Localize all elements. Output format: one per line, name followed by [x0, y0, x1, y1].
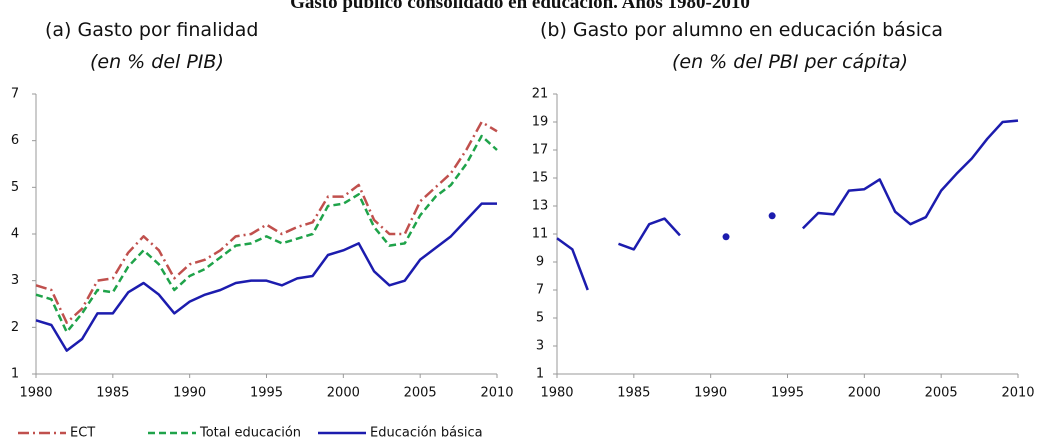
- series-line: [35, 134, 498, 334]
- x-tick-label: 1980: [540, 386, 573, 401]
- x-tick-label: 1980: [19, 386, 52, 401]
- y-tick-label: 3: [11, 273, 19, 288]
- page-title: Gasto público consolidado en educación. …: [290, 0, 750, 13]
- y-tick-label: 17: [532, 143, 549, 158]
- y-tick-label: 4: [11, 227, 19, 242]
- x-tick-label: 1990: [694, 386, 727, 401]
- chart-subtitle: (en % del PBI per cápita): [672, 51, 908, 73]
- chart-subtitle: (en % del PIB): [90, 51, 224, 73]
- y-tick-label: 21: [532, 87, 549, 102]
- y-tick-label: 13: [532, 199, 549, 214]
- legend-label: ECT: [70, 426, 95, 441]
- x-tick-label: 2000: [848, 386, 881, 401]
- x-tick-label: 1995: [771, 386, 804, 401]
- x-tick-label: 1990: [173, 386, 206, 401]
- point: [768, 212, 776, 220]
- y-tick-label: 11: [532, 227, 549, 242]
- legend-label: Educación básica: [370, 426, 483, 441]
- x-tick-label: 2005: [404, 386, 437, 401]
- x-tick-label: 1985: [96, 386, 129, 401]
- x-tick-label: 2000: [327, 386, 360, 401]
- y-tick-label: 1: [11, 367, 19, 382]
- y-tick-label: 5: [536, 311, 544, 326]
- y-tick-label: 2: [11, 320, 19, 335]
- series-line: [556, 119, 1019, 291]
- x-tick-label: 2010: [1001, 386, 1034, 401]
- y-tick-label: 6: [11, 133, 19, 148]
- y-tick-label: 7: [11, 87, 19, 102]
- y-tick-label: 19: [532, 115, 549, 130]
- x-tick-label: 2005: [925, 386, 958, 401]
- y-tick-label: 5: [11, 180, 19, 195]
- legend-label: Total educación: [199, 426, 301, 441]
- chart-title: (a) Gasto por finalidad: [45, 19, 258, 41]
- y-tick-label: 15: [532, 171, 549, 186]
- y-tick-label: 9: [536, 255, 544, 270]
- y-tick-label: 1: [536, 367, 544, 382]
- x-tick-label: 2010: [480, 386, 513, 401]
- chart-title: (b) Gasto por alumno en educación básica: [540, 19, 943, 41]
- x-tick-label: 1985: [617, 386, 650, 401]
- y-tick-label: 7: [536, 283, 544, 298]
- point: [722, 233, 730, 241]
- series-line: [35, 120, 498, 324]
- x-tick-label: 1995: [250, 386, 283, 401]
- y-tick-label: 3: [536, 339, 544, 354]
- series-line: [35, 202, 497, 352]
